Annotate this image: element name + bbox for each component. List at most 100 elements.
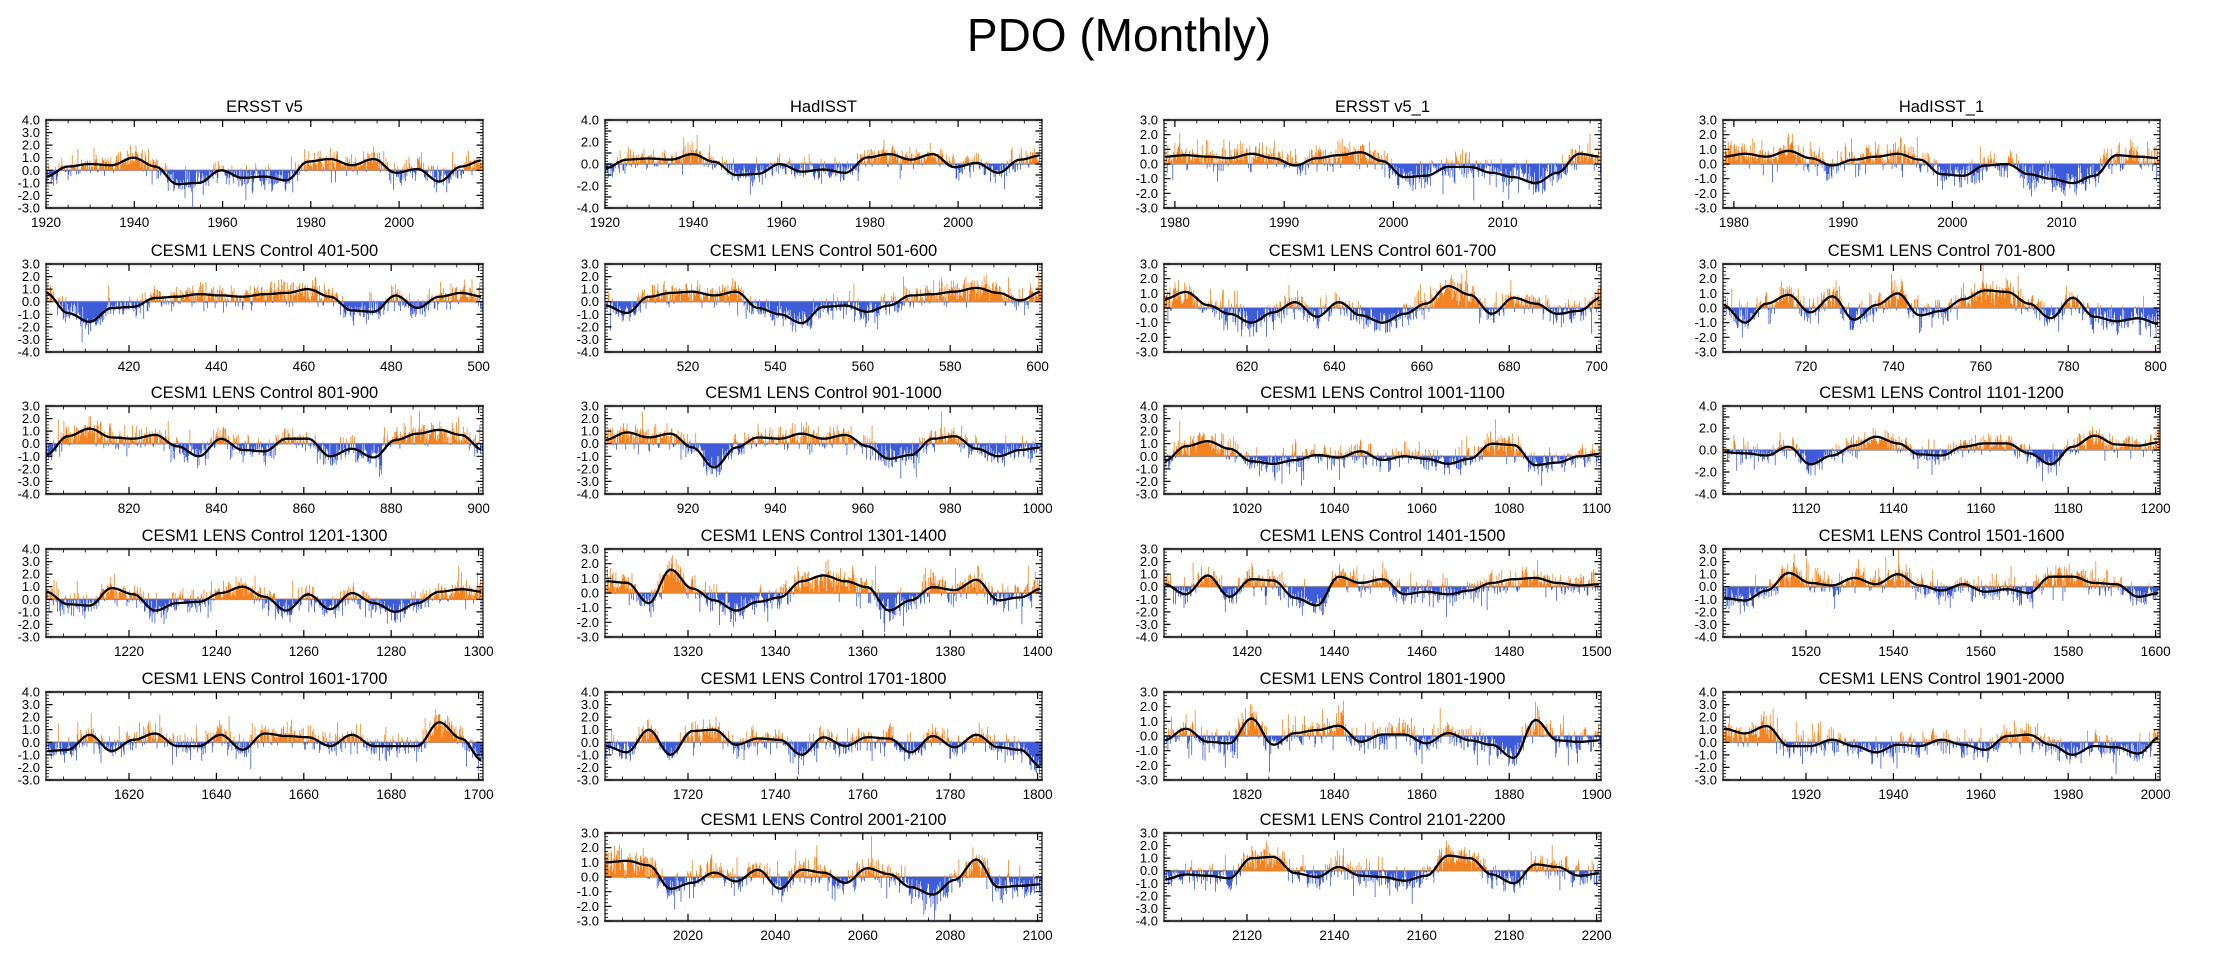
y-tick-label: -1.0: [1695, 171, 1717, 186]
x-tick-label: 2010: [1488, 215, 1518, 230]
y-tick-label: 3.0: [1699, 113, 1717, 128]
y-tick-label: -1.0: [18, 307, 40, 322]
x-tick-label: 1420: [1232, 644, 1262, 659]
panel-cesm1-lens-control-1901-2000: CESM1 LENS Control 1901-2000 4.03.02.01.0…: [1695, 670, 2171, 802]
y-tick-label: -2.0: [18, 188, 40, 203]
x-tick-label: 620: [1236, 359, 1259, 374]
x-tick-label: 600: [1026, 359, 1049, 374]
y-tick-label: -2.0: [577, 461, 599, 476]
panel-title: CESM1 LENS Control 901-1000: [705, 384, 942, 402]
y-tick-label: 2.0: [1140, 699, 1158, 714]
y-tick-label: -2.0: [577, 760, 599, 775]
y-tick-label: 1.0: [581, 282, 599, 297]
y-tick-label: -3.0: [18, 474, 40, 489]
bars-positive: [1165, 840, 1599, 871]
x-tick-label: 1280: [376, 644, 406, 659]
x-tick-label: 1340: [760, 644, 790, 659]
x-tick-label: 2000: [943, 215, 973, 230]
x-tick-label: 920: [677, 501, 700, 516]
y-tick-label: 1.0: [1699, 722, 1717, 737]
x-tick-label: 1660: [289, 787, 319, 802]
y-tick-label: 2.0: [22, 269, 40, 284]
y-tick-label: 1.0: [22, 282, 40, 297]
x-tick-label: 1820: [1232, 787, 1262, 802]
y-tick-label: 3.0: [581, 542, 599, 557]
x-tick-label: 2040: [760, 928, 790, 943]
y-tick-label: -4.0: [577, 345, 599, 360]
panel-title: CESM1 LENS Control 1801-1900: [1260, 670, 1506, 688]
x-tick-label: 1300: [464, 644, 494, 659]
x-tick-label: 1920: [1791, 787, 1821, 802]
x-tick-label: 1020: [1232, 501, 1262, 516]
major-ticks: [1723, 263, 2160, 353]
y-tick-label: -1.0: [18, 747, 40, 762]
x-tick-label: 680: [1498, 359, 1521, 374]
x-tick-label: 1980: [855, 215, 885, 230]
y-tick-label: 3.0: [581, 826, 599, 841]
y-tick-label: -1.0: [1136, 876, 1158, 891]
bars-negative: [614, 593, 1042, 632]
major-ticks: [1723, 548, 2160, 638]
y-tick-label: 3.0: [1140, 411, 1158, 426]
y-tick-label: 2.0: [581, 411, 599, 426]
y-tick-label: 3.0: [22, 399, 40, 414]
x-tick-label: 1980: [1719, 215, 1749, 230]
x-tick-label: 1680: [376, 787, 406, 802]
y-tick-label: 1.0: [1140, 436, 1158, 451]
minor-ticks: [605, 120, 1042, 208]
y-tick-label: -2.0: [1695, 330, 1717, 345]
y-tick-label: -2.0: [1695, 186, 1717, 201]
x-tick-label: 1080: [1494, 501, 1524, 516]
x-tick-label: 1380: [935, 644, 965, 659]
x-tick-label: 1040: [1319, 501, 1349, 516]
y-tick-label: 0.0: [581, 294, 599, 309]
major-ticks: [1164, 263, 1601, 353]
bars-positive: [605, 555, 1042, 593]
y-tick-label: 0.0: [581, 870, 599, 885]
y-tick-label: 1.0: [22, 579, 40, 594]
x-tick-label: 1500: [1582, 644, 1612, 659]
bars-negative: [1164, 586, 1601, 617]
y-tick-label: -3.0: [1695, 617, 1717, 632]
x-tick-label: 1720: [673, 787, 703, 802]
bars-negative: [1164, 736, 1601, 773]
y-tick-label: 0.0: [22, 294, 40, 309]
y-tick-label: -4.0: [18, 345, 40, 360]
bars-negative: [1164, 870, 1601, 904]
y-tick-label: -2.0: [577, 319, 599, 334]
major-ticks: [46, 691, 483, 781]
panel-title: CESM1 LENS Control 1301-1400: [701, 527, 947, 545]
y-tick-label: 2.0: [1699, 710, 1717, 725]
minor-ticks: [1723, 264, 2160, 352]
y-tick-label: 2.0: [1140, 424, 1158, 439]
panel-title: CESM1 LENS Control 1401-1500: [1260, 527, 1506, 545]
y-tick-label: -2.0: [1695, 465, 1717, 480]
x-tick-label: 2160: [1407, 928, 1437, 943]
bars-positive: [1164, 419, 1601, 457]
panel-title: CESM1 LENS Control 801-900: [151, 384, 378, 402]
y-tick-label: 0.0: [22, 735, 40, 750]
y-tick-label: 1.0: [1140, 851, 1158, 866]
y-tick-label: -1.0: [577, 449, 599, 464]
y-tick-label: 0.0: [1140, 301, 1158, 316]
bars-negative: [606, 301, 1029, 333]
bars-negative: [1723, 164, 2158, 197]
y-tick-label: 3.0: [1140, 826, 1158, 841]
x-tick-label: 1180: [2054, 501, 2083, 516]
smoothed-line: [46, 156, 482, 186]
minor-ticks: [1164, 406, 1601, 494]
y-tick-label: -1.0: [1695, 315, 1717, 330]
y-tick-label: -2.0: [577, 899, 599, 914]
y-tick-label: 3.0: [581, 697, 599, 712]
plot-frame: [1722, 691, 2161, 781]
panel-title: CESM1 LENS Control 501-600: [710, 242, 937, 260]
x-tick-label: 1960: [767, 215, 797, 230]
smoothed-line: [605, 431, 1041, 469]
y-tick-label: -2.0: [1695, 760, 1717, 775]
panel-title: CESM1 LENS Control 2101-2200: [1260, 811, 1506, 829]
x-tick-label: 780: [2057, 359, 2080, 374]
x-tick-label: 1000: [1023, 501, 1053, 516]
x-tick-label: 1980: [296, 215, 326, 230]
minor-ticks: [46, 549, 483, 637]
